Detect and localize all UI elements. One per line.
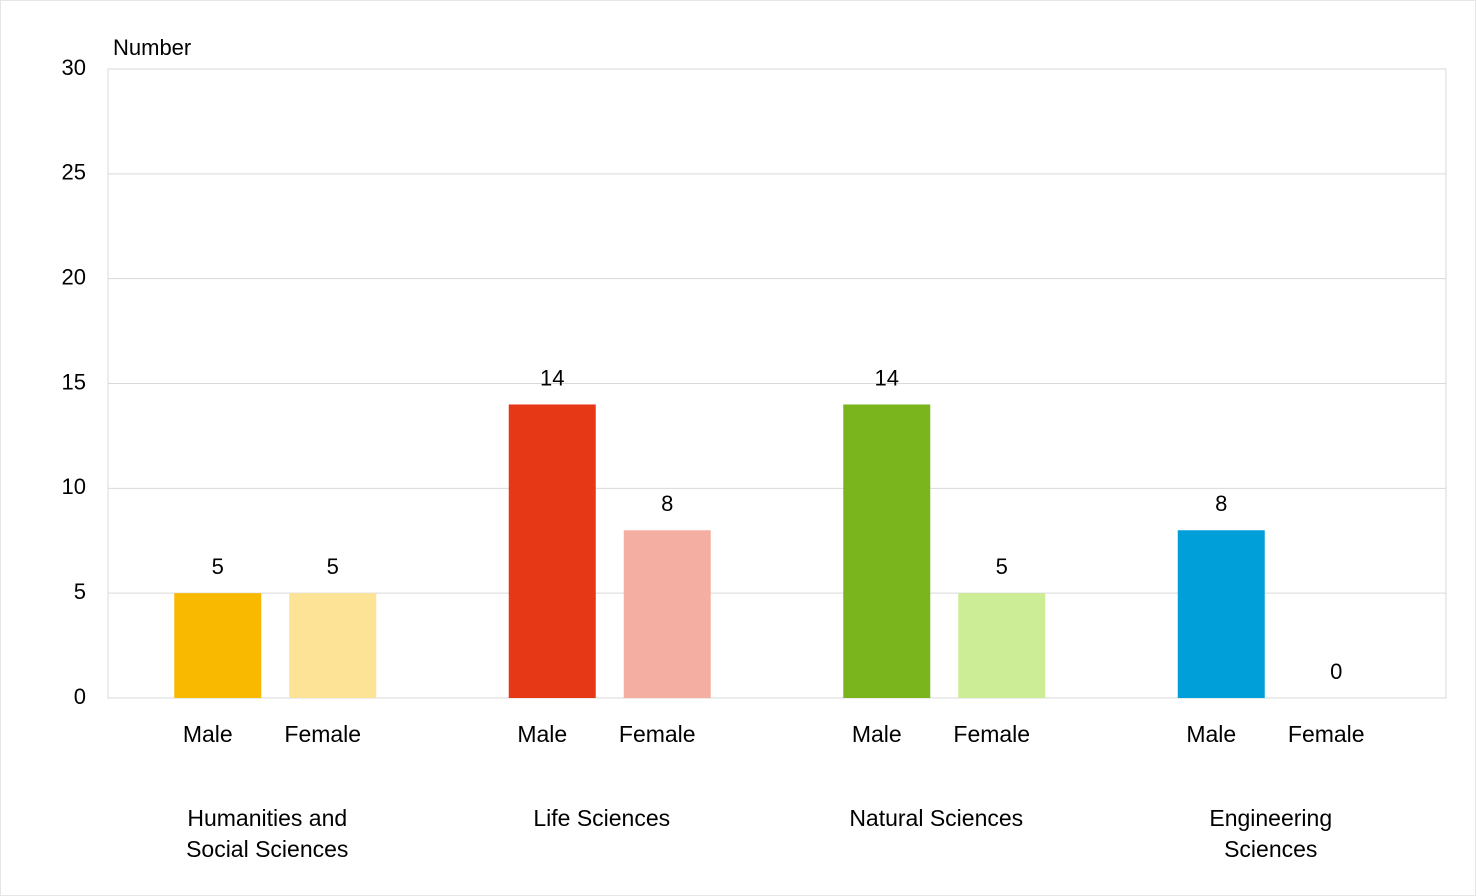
bar <box>958 593 1046 698</box>
bar <box>289 593 377 698</box>
plot-border <box>107 68 1447 699</box>
bar <box>508 404 596 698</box>
value-label: 0 <box>1330 659 1342 684</box>
y-tick-label: 25 <box>62 160 86 185</box>
x-tick-label: Male <box>852 721 902 747</box>
value-label: 8 <box>1215 491 1227 516</box>
value-label: 14 <box>540 365 564 390</box>
y-tick-label: 0 <box>74 684 86 709</box>
group-label: Natural Sciences <box>849 805 1024 831</box>
value-label: 5 <box>212 554 224 579</box>
x-tick-label: Female <box>284 721 361 747</box>
bar <box>174 593 262 698</box>
bar <box>623 530 711 698</box>
value-label: 5 <box>996 554 1008 579</box>
bar <box>843 404 931 698</box>
bar <box>1177 530 1265 698</box>
group-label: Life Sciences <box>533 805 671 831</box>
x-tick-label: Male <box>183 721 233 747</box>
y-tick-label: 10 <box>62 474 86 499</box>
x-tick-label: Female <box>619 721 696 747</box>
y-tick-label: 20 <box>62 264 86 289</box>
x-tick-label: Female <box>1288 721 1365 747</box>
x-tick-label: Male <box>1186 721 1236 747</box>
y-tick-label: 30 <box>62 55 86 80</box>
group-label: Engineering Sciences <box>1209 805 1333 862</box>
x-tick-label: Male <box>517 721 567 747</box>
y-axis-label: Number <box>113 35 191 60</box>
group-label: Humanities and Social Sciences <box>186 805 349 862</box>
y-tick-label: 15 <box>62 369 86 394</box>
value-label: 5 <box>327 554 339 579</box>
value-label: 14 <box>875 365 899 390</box>
value-label: 8 <box>661 491 673 516</box>
y-tick-label: 5 <box>74 579 86 604</box>
x-tick-label: Female <box>953 721 1030 747</box>
